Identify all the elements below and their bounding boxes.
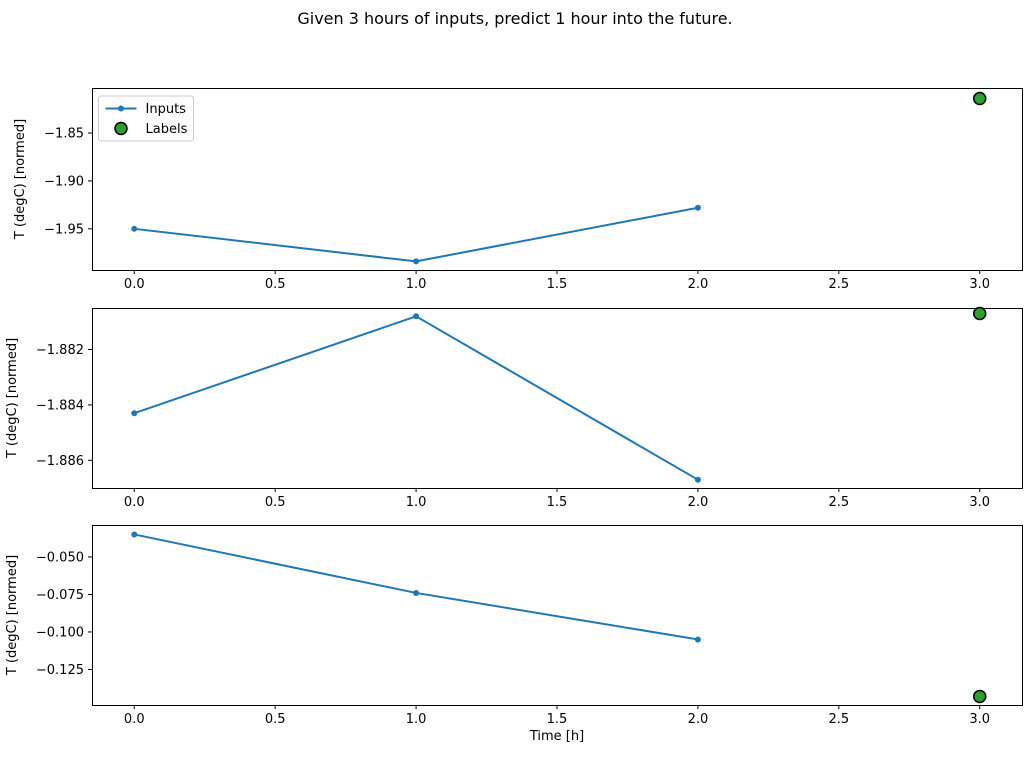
x-tick-label: 2.5 <box>828 277 849 292</box>
x-tick-label: 2.0 <box>688 277 709 292</box>
inputs-point <box>694 636 701 643</box>
x-tick-label: 0.0 <box>124 495 145 510</box>
inputs-point <box>413 258 420 265</box>
y-tick-label: −1.882 <box>36 343 84 358</box>
y-tick-label: −0.050 <box>36 550 84 565</box>
x-tick-label: 1.0 <box>406 277 427 292</box>
x-tick-label: 0.0 <box>124 277 145 292</box>
labels-point <box>972 91 987 106</box>
inputs-point <box>413 589 420 596</box>
y-tick-label: −1.85 <box>44 127 84 142</box>
inputs-point <box>694 476 701 483</box>
inputs-point <box>694 204 701 211</box>
x-tick-label: 2.0 <box>688 495 709 510</box>
x-tick-label: 0.5 <box>265 712 286 727</box>
x-tick-label: 1.5 <box>547 712 568 727</box>
y-tick-label: −1.884 <box>36 398 84 413</box>
labels-point <box>972 689 987 704</box>
legend-label: Labels <box>146 122 188 137</box>
x-tick-label: 2.0 <box>688 712 709 727</box>
inputs-line <box>133 315 699 481</box>
y-tick-label: −1.886 <box>36 454 84 469</box>
y-tick-label: −1.90 <box>44 174 84 189</box>
x-tick-label: 2.5 <box>828 495 849 510</box>
x-axis-label: Time [h] <box>529 729 585 744</box>
x-tick-label: 1.5 <box>547 277 568 292</box>
x-tick-label: 3.0 <box>969 495 990 510</box>
x-tick-label: 1.5 <box>547 495 568 510</box>
y-tick-label: −0.075 <box>36 588 84 603</box>
y-tick-label: −0.125 <box>36 663 84 678</box>
labels-point <box>972 306 987 321</box>
legend-inputs-marker <box>118 105 124 112</box>
y-tick-label: −1.95 <box>44 222 84 237</box>
subplot-1-frame <box>92 88 1023 271</box>
x-tick-label: 2.5 <box>828 712 849 727</box>
inputs-point <box>131 531 138 538</box>
x-tick-label: 3.0 <box>969 712 990 727</box>
figure-title: Given 3 hours of inputs, predict 1 hour … <box>297 9 733 28</box>
x-tick-label: 0.5 <box>265 495 286 510</box>
legend-label: Inputs <box>146 102 187 117</box>
y-tick-label: −0.100 <box>36 625 84 640</box>
y-axis-label: T (degC) [normed] <box>13 119 28 240</box>
inputs-point <box>131 410 138 417</box>
inputs-line <box>134 206 699 263</box>
y-axis-label: T (degC) [normed] <box>5 338 20 459</box>
legend-labels-marker <box>114 121 128 136</box>
y-axis-label: T (degC) [normed] <box>5 555 20 676</box>
inputs-point <box>413 313 420 320</box>
x-tick-label: 3.0 <box>969 277 990 292</box>
inputs-point <box>131 225 138 232</box>
x-tick-label: 0.0 <box>124 712 145 727</box>
x-tick-label: 1.0 <box>406 712 427 727</box>
inputs-line <box>134 533 699 641</box>
x-tick-label: 0.5 <box>265 277 286 292</box>
x-tick-label: 1.0 <box>406 495 427 510</box>
